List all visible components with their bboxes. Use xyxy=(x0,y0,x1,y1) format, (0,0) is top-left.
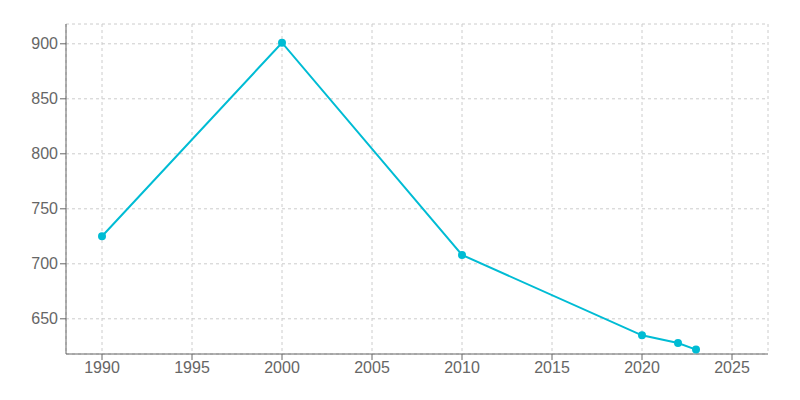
svg-text:2005: 2005 xyxy=(354,359,390,376)
svg-text:750: 750 xyxy=(31,200,58,217)
svg-text:900: 900 xyxy=(31,35,58,52)
svg-text:700: 700 xyxy=(31,255,58,272)
svg-text:2020: 2020 xyxy=(624,359,660,376)
svg-text:1990: 1990 xyxy=(84,359,120,376)
svg-text:2010: 2010 xyxy=(444,359,480,376)
svg-text:1995: 1995 xyxy=(174,359,210,376)
svg-text:650: 650 xyxy=(31,310,58,327)
svg-text:2025: 2025 xyxy=(714,359,750,376)
svg-text:2015: 2015 xyxy=(534,359,570,376)
svg-text:850: 850 xyxy=(31,90,58,107)
svg-text:800: 800 xyxy=(31,145,58,162)
svg-text:2000: 2000 xyxy=(264,359,300,376)
